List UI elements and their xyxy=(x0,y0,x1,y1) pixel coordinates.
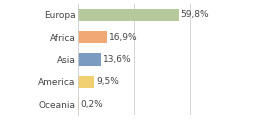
Bar xyxy=(78,9,179,21)
Bar xyxy=(78,76,94,88)
Bar xyxy=(78,31,107,43)
Bar xyxy=(78,98,79,110)
Text: 16,9%: 16,9% xyxy=(108,33,137,42)
Text: 13,6%: 13,6% xyxy=(103,55,132,64)
Text: 0,2%: 0,2% xyxy=(80,99,103,108)
Text: 9,5%: 9,5% xyxy=(96,77,119,86)
Bar xyxy=(78,53,101,66)
Text: 59,8%: 59,8% xyxy=(181,10,209,19)
